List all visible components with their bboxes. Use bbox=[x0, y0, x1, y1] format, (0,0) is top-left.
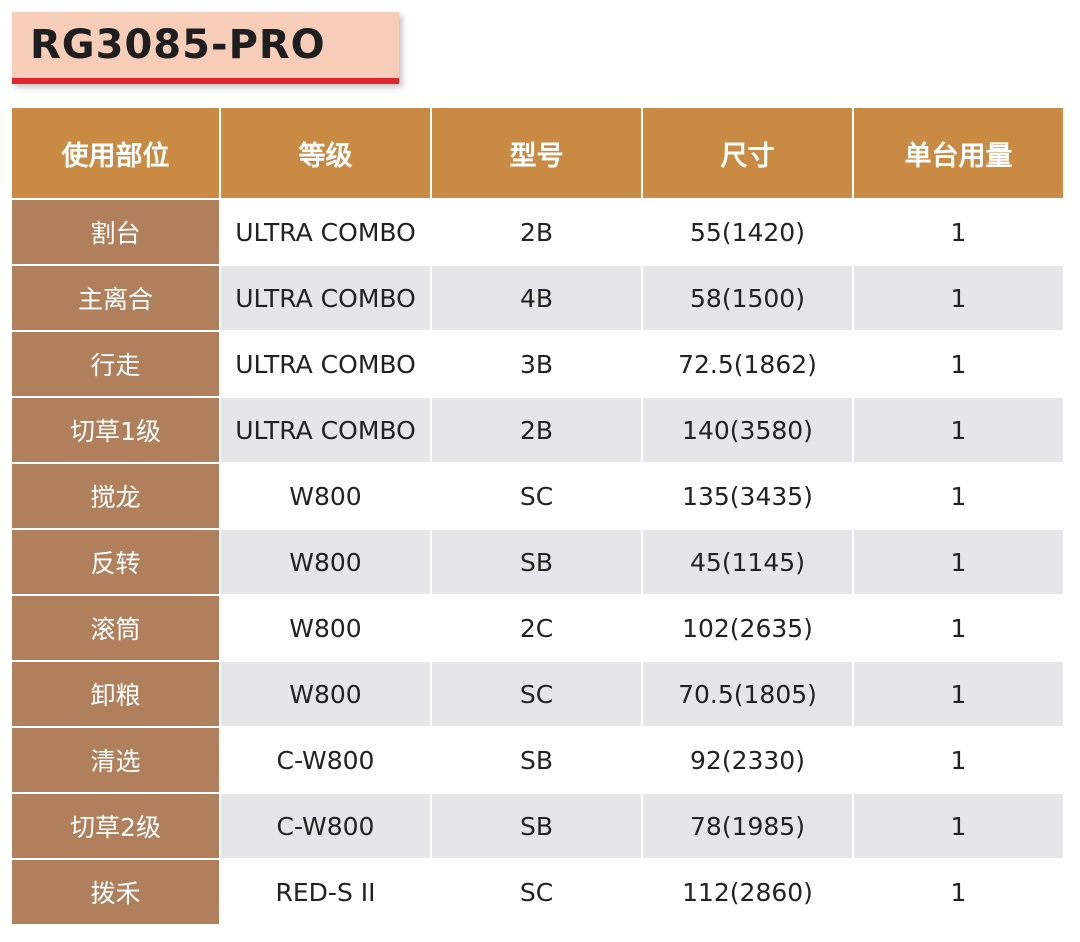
cell-size: 78(1985) bbox=[643, 794, 852, 858]
cell-quantity: 1 bbox=[854, 860, 1063, 924]
cell-part: 拨禾 bbox=[12, 860, 219, 924]
table-row: 拨禾 RED-S II SC 112(2860) 1 bbox=[12, 860, 1063, 924]
cell-quantity: 1 bbox=[854, 398, 1063, 462]
header-model: 型号 bbox=[432, 108, 641, 198]
cell-model: SB bbox=[432, 530, 641, 594]
cell-size: 72.5(1862) bbox=[643, 332, 852, 396]
cell-grade: ULTRA COMBO bbox=[221, 398, 430, 462]
cell-part: 切草2级 bbox=[12, 794, 219, 858]
cell-quantity: 1 bbox=[854, 662, 1063, 726]
table-row: 切草1级 ULTRA COMBO 2B 140(3580) 1 bbox=[12, 398, 1063, 462]
header-size: 尺寸 bbox=[643, 108, 852, 198]
cell-quantity: 1 bbox=[854, 794, 1063, 858]
cell-quantity: 1 bbox=[854, 200, 1063, 264]
table-row: 行走 ULTRA COMBO 3B 72.5(1862) 1 bbox=[12, 332, 1063, 396]
page-title: RG3085-PRO bbox=[30, 22, 326, 68]
cell-model: 2C bbox=[432, 596, 641, 660]
cell-part: 割台 bbox=[12, 200, 219, 264]
table-row: 切草2级 C-W800 SB 78(1985) 1 bbox=[12, 794, 1063, 858]
cell-size: 45(1145) bbox=[643, 530, 852, 594]
cell-part: 行走 bbox=[12, 332, 219, 396]
table-row: 反转 W800 SB 45(1145) 1 bbox=[12, 530, 1063, 594]
table-row: 割台 ULTRA COMBO 2B 55(1420) 1 bbox=[12, 200, 1063, 264]
cell-quantity: 1 bbox=[854, 464, 1063, 528]
cell-model: SC bbox=[432, 464, 641, 528]
cell-model: SB bbox=[432, 794, 641, 858]
cell-grade: W800 bbox=[221, 530, 430, 594]
cell-size: 92(2330) bbox=[643, 728, 852, 792]
cell-size: 135(3435) bbox=[643, 464, 852, 528]
cell-part: 主离合 bbox=[12, 266, 219, 330]
table-row: 卸粮 W800 SC 70.5(1805) 1 bbox=[12, 662, 1063, 726]
cell-model: SB bbox=[432, 728, 641, 792]
cell-part: 滚筒 bbox=[12, 596, 219, 660]
cell-quantity: 1 bbox=[854, 728, 1063, 792]
table-row: 主离合 ULTRA COMBO 4B 58(1500) 1 bbox=[12, 266, 1063, 330]
cell-part: 反转 bbox=[12, 530, 219, 594]
cell-size: 70.5(1805) bbox=[643, 662, 852, 726]
cell-quantity: 1 bbox=[854, 596, 1063, 660]
cell-grade: W800 bbox=[221, 662, 430, 726]
cell-size: 140(3580) bbox=[643, 398, 852, 462]
cell-size: 112(2860) bbox=[643, 860, 852, 924]
cell-model: 3B bbox=[432, 332, 641, 396]
table-row: 滚筒 W800 2C 102(2635) 1 bbox=[12, 596, 1063, 660]
cell-grade: W800 bbox=[221, 596, 430, 660]
cell-grade: RED-S II bbox=[221, 860, 430, 924]
cell-quantity: 1 bbox=[854, 266, 1063, 330]
cell-part: 清选 bbox=[12, 728, 219, 792]
cell-part: 切草1级 bbox=[12, 398, 219, 462]
table-header-row: 使用部位 等级 型号 尺寸 单台用量 bbox=[12, 108, 1063, 198]
cell-grade: ULTRA COMBO bbox=[221, 266, 430, 330]
header-quantity: 单台用量 bbox=[854, 108, 1063, 198]
cell-grade: ULTRA COMBO bbox=[221, 200, 430, 264]
header-grade: 等级 bbox=[221, 108, 430, 198]
cell-size: 55(1420) bbox=[643, 200, 852, 264]
belt-spec-table: 使用部位 等级 型号 尺寸 单台用量 割台 ULTRA COMBO 2B 55(… bbox=[10, 106, 1065, 926]
cell-model: SC bbox=[432, 860, 641, 924]
cell-grade: ULTRA COMBO bbox=[221, 332, 430, 396]
cell-quantity: 1 bbox=[854, 332, 1063, 396]
title-banner: RG3085-PRO bbox=[12, 12, 399, 84]
cell-part: 搅龙 bbox=[12, 464, 219, 528]
cell-model: 2B bbox=[432, 200, 641, 264]
table-row: 清选 C-W800 SB 92(2330) 1 bbox=[12, 728, 1063, 792]
table-row: 搅龙 W800 SC 135(3435) 1 bbox=[12, 464, 1063, 528]
cell-size: 58(1500) bbox=[643, 266, 852, 330]
cell-model: 4B bbox=[432, 266, 641, 330]
cell-grade: C-W800 bbox=[221, 728, 430, 792]
cell-size: 102(2635) bbox=[643, 596, 852, 660]
cell-quantity: 1 bbox=[854, 530, 1063, 594]
cell-part: 卸粮 bbox=[12, 662, 219, 726]
cell-grade: C-W800 bbox=[221, 794, 430, 858]
header-part: 使用部位 bbox=[12, 108, 219, 198]
cell-model: SC bbox=[432, 662, 641, 726]
cell-grade: W800 bbox=[221, 464, 430, 528]
cell-model: 2B bbox=[432, 398, 641, 462]
